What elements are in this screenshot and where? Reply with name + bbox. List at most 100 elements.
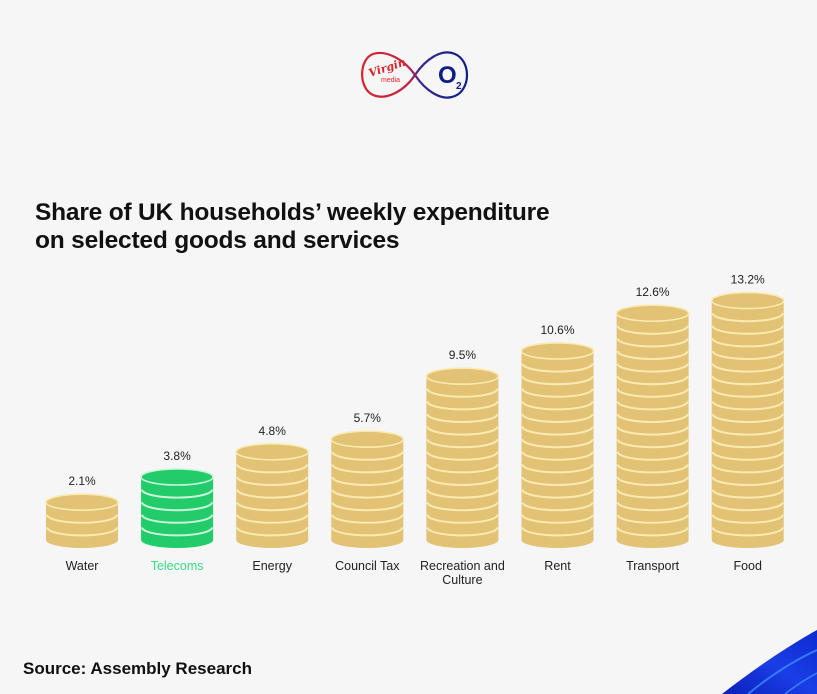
coin-edge-line bbox=[236, 489, 309, 499]
category-label: Water bbox=[66, 559, 99, 573]
coin-top-face bbox=[140, 468, 214, 486]
coin-edge-line bbox=[521, 363, 594, 373]
coin-edge-line bbox=[616, 451, 689, 461]
coin-edge-line bbox=[141, 501, 214, 512]
coin-edge-line bbox=[711, 413, 784, 423]
coin-edge-line bbox=[711, 426, 784, 436]
chart-title: Share of UK households’ weekly expenditu… bbox=[35, 199, 550, 255]
category-label: Energy bbox=[252, 559, 292, 573]
coin-stacks-group bbox=[45, 291, 785, 548]
coin-stack-energy bbox=[235, 442, 310, 548]
coin-edge-line bbox=[236, 476, 309, 486]
coin-edge-line bbox=[711, 514, 784, 524]
coin-top-face bbox=[710, 291, 785, 310]
value-label: 2.1% bbox=[68, 474, 96, 488]
value-label: 12.6% bbox=[636, 285, 670, 299]
coin-edge-line bbox=[426, 527, 499, 537]
coin-edge-line bbox=[331, 464, 404, 474]
category-label: Council Tax bbox=[335, 559, 400, 573]
coin-edge-line bbox=[711, 375, 784, 386]
virgin-media-o2-logo: Virgin media O 2 bbox=[361, 51, 469, 99]
coin-edge-line bbox=[521, 464, 594, 474]
coin-edge-line bbox=[521, 476, 594, 486]
value-label: 13.2% bbox=[731, 273, 765, 287]
coin-edge-line bbox=[236, 514, 309, 524]
coin-edge-line bbox=[616, 501, 689, 512]
o2-wordmark: O bbox=[438, 62, 457, 89]
coin-edge-line bbox=[426, 438, 499, 449]
coin-edge-line bbox=[426, 426, 499, 436]
category-label: Culture bbox=[442, 573, 482, 587]
coin-edge-line bbox=[521, 438, 594, 449]
coin-stack-food bbox=[710, 291, 785, 548]
value-label: 3.8% bbox=[163, 449, 191, 463]
coin-top-face bbox=[425, 367, 500, 386]
coin-edge-line bbox=[616, 325, 689, 335]
coin-edge-line bbox=[521, 426, 594, 436]
coin-edge-line bbox=[616, 464, 689, 474]
coin-edge-line bbox=[426, 451, 499, 461]
coin-edge-line bbox=[616, 426, 689, 436]
coin-edge-line bbox=[46, 514, 118, 524]
coin-edge-line bbox=[711, 350, 784, 360]
coin-edge-line bbox=[426, 489, 499, 499]
category-label: Transport bbox=[626, 559, 680, 573]
coin-edge-line bbox=[711, 464, 784, 474]
category-label: Rent bbox=[544, 559, 571, 573]
coin-edge-line bbox=[616, 514, 689, 524]
coin-edge-line bbox=[711, 438, 784, 449]
coin-edge-line bbox=[616, 401, 689, 411]
coin-stack-recreation-and-culture bbox=[425, 367, 500, 548]
coin-edge-line bbox=[236, 464, 309, 474]
coin-edge-line bbox=[426, 501, 499, 512]
coin-edge-line bbox=[521, 527, 594, 537]
coin-edge-line bbox=[616, 375, 689, 386]
coin-edge-line bbox=[331, 451, 404, 461]
coin-edge-line bbox=[331, 514, 404, 524]
coin-edge-line bbox=[46, 527, 118, 537]
coin-stack-base bbox=[331, 532, 404, 548]
value-label: 5.7% bbox=[354, 411, 382, 425]
coin-edge-line bbox=[141, 527, 214, 537]
coin-edge-line bbox=[521, 375, 594, 386]
coin-top-face bbox=[330, 430, 405, 449]
coin-edge-line bbox=[521, 413, 594, 423]
coin-edge-line bbox=[616, 363, 689, 373]
value-label: 10.6% bbox=[540, 323, 574, 337]
coin-edge-line bbox=[426, 514, 499, 524]
coin-edge-line bbox=[616, 438, 689, 449]
coin-top-face bbox=[235, 442, 310, 461]
infinity-loop-icon bbox=[361, 51, 469, 99]
coin-stack-base bbox=[46, 532, 118, 548]
coin-stack-transport bbox=[615, 304, 690, 548]
coin-stack-base bbox=[236, 532, 309, 548]
coin-edge-line bbox=[711, 401, 784, 411]
coin-edge-line bbox=[711, 363, 784, 373]
coin-edge-line bbox=[616, 338, 689, 348]
coin-stack-base bbox=[521, 532, 594, 548]
category-label: Telecoms bbox=[151, 559, 204, 573]
coin-edge-line bbox=[521, 451, 594, 461]
category-labels-group: Water Telecoms Energy Council Tax Recreation… bbox=[66, 559, 762, 587]
coin-edge-line bbox=[521, 388, 594, 398]
value-label: 9.5% bbox=[449, 348, 477, 362]
coin-edge-line bbox=[521, 489, 594, 499]
coin-edge-line bbox=[711, 312, 784, 323]
coin-stack-base bbox=[616, 532, 689, 548]
coin-edge-line bbox=[521, 401, 594, 411]
coin-edge-line bbox=[521, 501, 594, 512]
coin-edge-line bbox=[711, 451, 784, 461]
coin-edge-line bbox=[711, 325, 784, 335]
coin-edge-line bbox=[711, 388, 784, 398]
coin-edge-line bbox=[711, 501, 784, 512]
coin-edge-line bbox=[236, 501, 309, 512]
value-label: 4.8% bbox=[259, 424, 287, 438]
coin-stack-council-tax bbox=[330, 430, 405, 548]
coin-top-face bbox=[615, 304, 690, 323]
coin-edge-line bbox=[616, 489, 689, 499]
coin-edge-line bbox=[426, 476, 499, 486]
coin-edge-line bbox=[426, 401, 499, 411]
coin-stack-telecoms bbox=[140, 468, 214, 548]
chart-title-line-1: Share of UK households’ weekly expenditu… bbox=[35, 199, 550, 226]
